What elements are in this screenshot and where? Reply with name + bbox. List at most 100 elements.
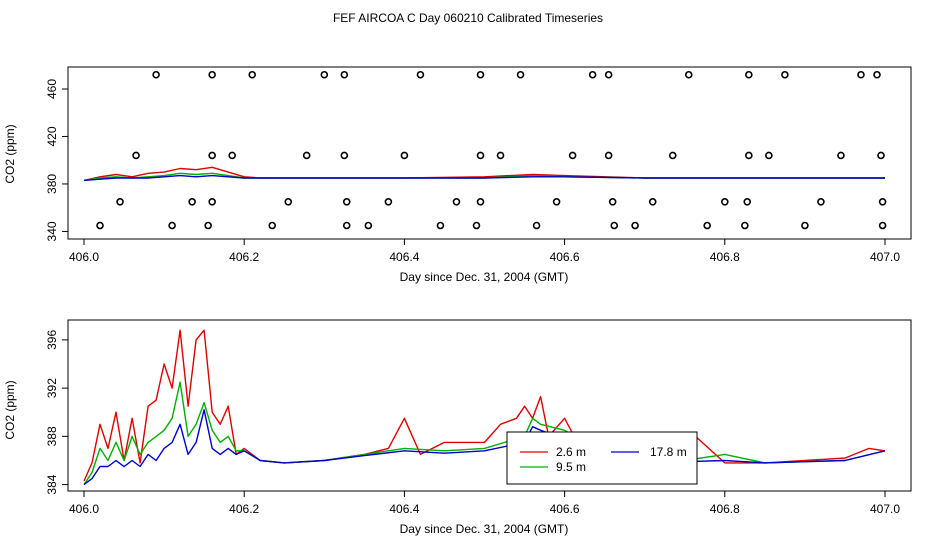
series-line-17-8-m bbox=[83, 409, 886, 486]
x-tick-label: 406.4 bbox=[389, 502, 419, 516]
x-tick-label: 406.4 bbox=[389, 250, 419, 264]
calibration-point bbox=[228, 151, 236, 160]
series-line-9-5-m bbox=[83, 381, 886, 485]
calibration-point bbox=[837, 151, 845, 160]
calibration-point bbox=[476, 197, 485, 206]
top-x-ticks: 406.0 406.2 406.4 406.6 406.8 407.0 bbox=[69, 239, 900, 264]
legend-label-2-6m: 2.6 m bbox=[556, 445, 586, 459]
top-series bbox=[83, 166, 885, 182]
calibration-point bbox=[745, 151, 753, 160]
top-x-axis-label: Day since Dec. 31, 2004 (GMT) bbox=[400, 270, 569, 284]
top-panel: 406.0 406.2 406.4 406.6 406.8 407.0 340 380 420… bbox=[3, 66, 912, 284]
figure-title: FEF AIRCOA C Day 060210 Calibrated Times… bbox=[333, 11, 603, 25]
calibration-point bbox=[532, 221, 541, 230]
legend: 2.6 m 9.5 m 17.8 m bbox=[506, 431, 698, 485]
calibration-point bbox=[320, 70, 329, 79]
calibration-point bbox=[648, 197, 657, 206]
calibration-point bbox=[284, 197, 293, 206]
calibration-point bbox=[340, 151, 349, 160]
bottom-y-ticks: 384 388 392 396 bbox=[45, 330, 68, 495]
bottom-x-ticks: 406.0 406.2 406.4 406.6 406.8 407.0 bbox=[69, 491, 900, 516]
calibration-point bbox=[743, 197, 752, 206]
calibration-point bbox=[588, 70, 597, 79]
calibration-point bbox=[878, 221, 887, 230]
calibration-point bbox=[400, 151, 409, 160]
x-tick-label: 406.8 bbox=[710, 250, 740, 264]
calibration-point bbox=[765, 151, 773, 160]
calibration-point bbox=[364, 221, 373, 230]
calibration-point bbox=[568, 151, 577, 160]
calibration-point bbox=[416, 70, 425, 79]
y-tick-label: 380 bbox=[45, 174, 59, 194]
calibration-point bbox=[741, 221, 749, 230]
calibration-point bbox=[720, 197, 729, 206]
y-tick-label: 396 bbox=[45, 330, 59, 350]
y-tick-label: 384 bbox=[45, 474, 59, 494]
calibration-point bbox=[96, 221, 104, 230]
bottom-panel: 406.0 406.2 406.4 406.6 406.8 407.0 384 388 392… bbox=[3, 319, 912, 536]
calibration-point bbox=[132, 151, 140, 160]
calibration-point bbox=[436, 221, 445, 230]
calibration-point bbox=[610, 221, 619, 230]
legend-label-17-8m: 17.8 m bbox=[650, 445, 687, 459]
x-tick-label: 406.2 bbox=[229, 250, 259, 264]
x-tick-label: 406.8 bbox=[710, 502, 740, 516]
legend-label-9-5m: 9.5 m bbox=[556, 460, 586, 474]
x-tick-label: 406.6 bbox=[550, 250, 580, 264]
y-tick-label: 340 bbox=[45, 221, 59, 241]
x-tick-label: 406.0 bbox=[69, 502, 99, 516]
calibration-point bbox=[302, 151, 311, 160]
calibration-point bbox=[342, 197, 351, 206]
y-tick-label: 392 bbox=[45, 378, 59, 398]
top-y-ticks: 340 380 420 460 bbox=[45, 79, 68, 241]
series-line-2-6-m bbox=[83, 329, 886, 482]
calibration-point bbox=[116, 197, 124, 206]
calibration-point bbox=[248, 70, 257, 79]
calibration-point bbox=[268, 221, 277, 230]
calibration-point bbox=[552, 197, 561, 206]
calibration-point bbox=[604, 70, 613, 79]
x-tick-label: 406.0 bbox=[69, 250, 99, 264]
calibration-point bbox=[152, 70, 160, 79]
x-tick-label: 407.0 bbox=[870, 250, 900, 264]
y-tick-label: 420 bbox=[45, 126, 59, 146]
calibration-point bbox=[188, 197, 196, 206]
y-tick-label: 460 bbox=[45, 79, 59, 99]
calibration-point bbox=[877, 151, 885, 160]
calibration-point bbox=[703, 221, 711, 230]
bottom-series bbox=[83, 329, 886, 486]
calibration-point bbox=[781, 70, 789, 79]
top-y-axis-label: CO2 (ppm) bbox=[3, 124, 17, 183]
calibration-point bbox=[631, 221, 639, 230]
calibration-point bbox=[476, 70, 485, 79]
calibration-point bbox=[342, 221, 351, 230]
series-line-17-8-m bbox=[83, 174, 885, 182]
bottom-x-axis-label: Day since Dec. 31, 2004 (GMT) bbox=[400, 522, 569, 536]
calibration-point bbox=[208, 151, 216, 160]
calibration-point bbox=[668, 151, 677, 160]
calibration-point bbox=[604, 151, 613, 160]
calibration-point bbox=[340, 70, 349, 79]
calibration-point bbox=[608, 197, 617, 206]
calibration-point bbox=[817, 197, 825, 206]
calibration-point bbox=[204, 221, 212, 230]
top-calibration-points bbox=[96, 70, 887, 230]
calibration-point bbox=[452, 197, 461, 206]
calibration-point bbox=[801, 221, 809, 230]
calibration-point bbox=[168, 221, 176, 230]
bottom-plot-frame bbox=[67, 319, 912, 492]
calibration-point bbox=[208, 197, 216, 206]
legend-box bbox=[506, 431, 698, 485]
calibration-point bbox=[208, 70, 216, 79]
x-tick-label: 406.2 bbox=[229, 502, 259, 516]
calibration-point bbox=[476, 151, 485, 160]
bottom-y-axis-label: CO2 (ppm) bbox=[3, 380, 17, 439]
calibration-point bbox=[472, 221, 481, 230]
calibration-point bbox=[384, 197, 393, 206]
calibration-point bbox=[857, 70, 865, 79]
y-tick-label: 388 bbox=[45, 426, 59, 446]
calibration-point bbox=[873, 70, 881, 79]
top-plot-frame bbox=[67, 66, 912, 240]
calibration-point bbox=[684, 70, 693, 79]
